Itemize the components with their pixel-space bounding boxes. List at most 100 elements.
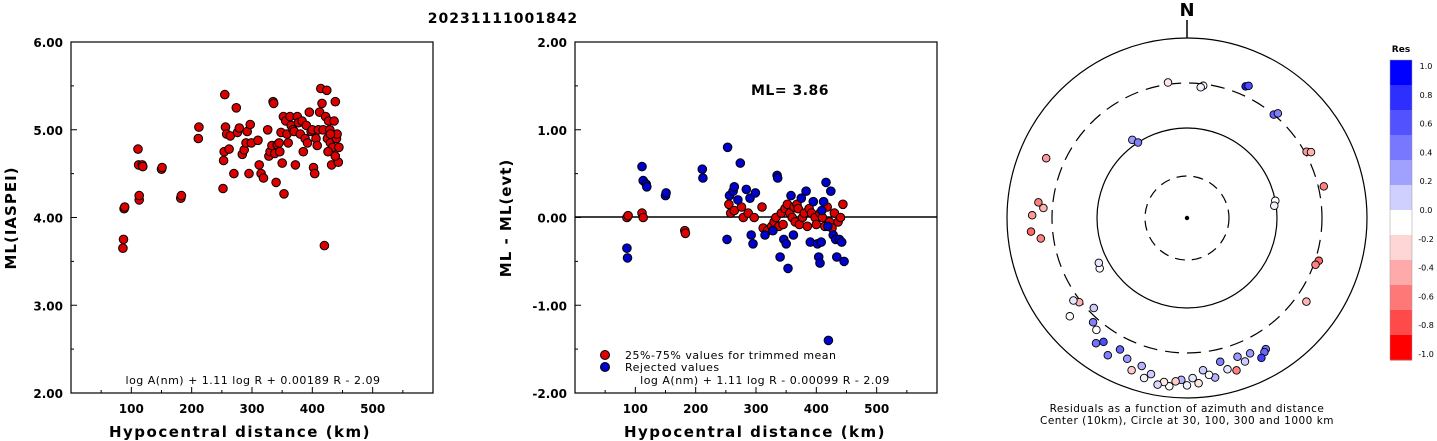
station-residual-point [1122, 354, 1132, 364]
station-residual-point [1302, 297, 1311, 306]
station-residual-point [1036, 234, 1046, 243]
data-point [268, 98, 279, 109]
data-point [811, 219, 822, 230]
plot-frame [70, 41, 434, 394]
data-point [729, 182, 740, 192]
data-point [821, 177, 831, 188]
station-residual-point [1311, 260, 1320, 270]
station-residual-point [1171, 377, 1180, 386]
legend-marker-trimmed [600, 350, 610, 360]
data-point [775, 252, 785, 262]
data-point [808, 196, 819, 207]
y-tick-label: 2.00 [537, 36, 567, 50]
data-point [283, 138, 294, 148]
data-point [680, 228, 691, 239]
station-residual-point [1240, 357, 1250, 366]
colorbar: Res 1.0 0.8 0.6 0.4 0.2 0.0 -0.2 -0.4 -0.6 -0.8 -1… [1389, 45, 1434, 361]
azimuth-residual-map: N Residuals as a function of azimuth and… [1006, 0, 1434, 427]
data-point [623, 210, 633, 221]
data-point [733, 195, 743, 205]
data-point [262, 125, 273, 135]
data-point [760, 230, 770, 240]
colorbar-cell [1390, 160, 1412, 186]
station-residual-point [1306, 147, 1316, 157]
y-axis-label: ML - ML(evt) [497, 159, 515, 277]
data-point [796, 193, 807, 203]
y-axis-label: ML(IASPEI) [2, 166, 20, 269]
north-label: N [1179, 0, 1194, 21]
station-residual-point [1103, 350, 1113, 360]
data-point [231, 103, 242, 113]
data-point [735, 158, 746, 168]
data-point [781, 239, 792, 249]
colorbar-cell [1390, 285, 1412, 311]
data-point [638, 212, 649, 223]
y-tick-label: 1.00 [537, 124, 567, 138]
x-axis-label: Hypocentral distance (km) [109, 423, 371, 441]
station-residual-point [1099, 337, 1108, 347]
data-point [176, 190, 187, 201]
y-tick-label: 2.00 [33, 387, 63, 401]
data-point [330, 151, 341, 161]
x-tick-label: 400 [804, 402, 829, 416]
data-point [134, 190, 144, 201]
data-point [304, 107, 315, 117]
station-residual-point [1094, 258, 1104, 268]
x-tick-label: 200 [683, 402, 708, 416]
data-point [319, 240, 330, 251]
station-residual-point [1137, 361, 1146, 371]
data-point [839, 256, 849, 267]
station-residual-point [1088, 318, 1098, 327]
data-point [330, 96, 341, 107]
data-point [836, 237, 847, 247]
station-residual-point [1198, 365, 1208, 375]
colorbar-cell [1390, 260, 1412, 286]
magnitude-vs-distance-chart: 100 200 300 400 500 2.00 3.00 4.00 5.00 6.00 Hypo… [2, 36, 434, 441]
station-residual-point [1204, 370, 1214, 380]
colorbar-tick-label: 0.8 [1420, 91, 1433, 100]
data-point [802, 221, 813, 232]
caption-line-1: Residuals as a function of azimuth and d… [1050, 403, 1325, 415]
data-point [772, 173, 783, 183]
data-point [748, 239, 758, 249]
data-point [254, 160, 265, 170]
colorbar-cell [1390, 210, 1412, 236]
data-point [118, 243, 128, 253]
colorbar-cell [1390, 85, 1412, 111]
station-residual-point [1034, 198, 1043, 207]
data-point [317, 98, 327, 109]
station-residual-point [1270, 201, 1279, 210]
data-point [312, 140, 323, 151]
ring-300km [1051, 82, 1323, 354]
data-point [722, 234, 732, 245]
x-tick-label: 100 [119, 402, 144, 416]
colorbar-tick-label: -0.4 [1418, 264, 1434, 273]
station-residual-point [1257, 353, 1266, 363]
station-residual-point [1092, 325, 1101, 335]
data-point [757, 202, 767, 212]
data-point [271, 177, 281, 188]
station-residual-point [1188, 373, 1197, 383]
data-point [275, 146, 285, 157]
colorbar-tick-label: 0.4 [1420, 148, 1433, 157]
data-point [768, 225, 778, 236]
station-residual-point [1196, 83, 1205, 92]
colorbar-tick-label: 0.6 [1420, 120, 1433, 129]
data-point [119, 202, 130, 212]
data-point [234, 123, 245, 133]
colorbar-cell [1390, 110, 1412, 136]
data-point [778, 219, 788, 230]
colorbar-title: Res [1392, 45, 1410, 55]
epicenter-dot [1184, 215, 1190, 221]
colorbar-cell [1390, 235, 1412, 261]
station-residual-point [1127, 365, 1136, 375]
data-point [661, 188, 671, 198]
caption-line-2: Center (10km), Circle at 30, 100, 300 an… [1040, 415, 1334, 427]
station-residual-point [1041, 153, 1051, 163]
data-point [838, 199, 848, 210]
data-point [823, 335, 834, 346]
station-residual-point [1153, 380, 1162, 389]
colorbar-cell [1390, 185, 1412, 211]
data-point [816, 237, 827, 247]
data-point [835, 212, 846, 223]
